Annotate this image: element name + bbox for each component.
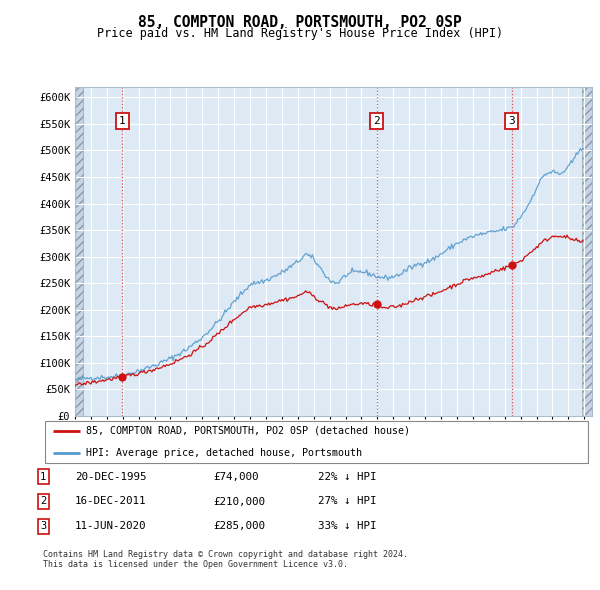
Text: 22% ↓ HPI: 22% ↓ HPI — [318, 472, 377, 481]
Text: Price paid vs. HM Land Registry's House Price Index (HPI): Price paid vs. HM Land Registry's House … — [97, 27, 503, 40]
Text: £285,000: £285,000 — [213, 522, 265, 531]
Text: 16-DEC-2011: 16-DEC-2011 — [75, 497, 146, 506]
Text: 2: 2 — [40, 497, 46, 506]
Text: 85, COMPTON ROAD, PORTSMOUTH, PO2 0SP: 85, COMPTON ROAD, PORTSMOUTH, PO2 0SP — [138, 15, 462, 30]
Text: 3: 3 — [508, 116, 515, 126]
Text: HPI: Average price, detached house, Portsmouth: HPI: Average price, detached house, Port… — [86, 448, 362, 458]
Text: 1: 1 — [119, 116, 125, 126]
Text: 11-JUN-2020: 11-JUN-2020 — [75, 522, 146, 531]
Text: £210,000: £210,000 — [213, 497, 265, 506]
Text: 3: 3 — [40, 522, 46, 531]
Text: 33% ↓ HPI: 33% ↓ HPI — [318, 522, 377, 531]
Text: Contains HM Land Registry data © Crown copyright and database right 2024.
This d: Contains HM Land Registry data © Crown c… — [43, 550, 408, 569]
FancyBboxPatch shape — [45, 421, 588, 463]
Text: £74,000: £74,000 — [213, 472, 259, 481]
Text: 27% ↓ HPI: 27% ↓ HPI — [318, 497, 377, 506]
Bar — [581, 87, 592, 416]
Text: 20-DEC-1995: 20-DEC-1995 — [75, 472, 146, 481]
Bar — [75, 87, 83, 416]
Text: 2: 2 — [374, 116, 380, 126]
Text: 1: 1 — [40, 472, 46, 481]
Text: 85, COMPTON ROAD, PORTSMOUTH, PO2 0SP (detached house): 85, COMPTON ROAD, PORTSMOUTH, PO2 0SP (d… — [86, 426, 410, 436]
